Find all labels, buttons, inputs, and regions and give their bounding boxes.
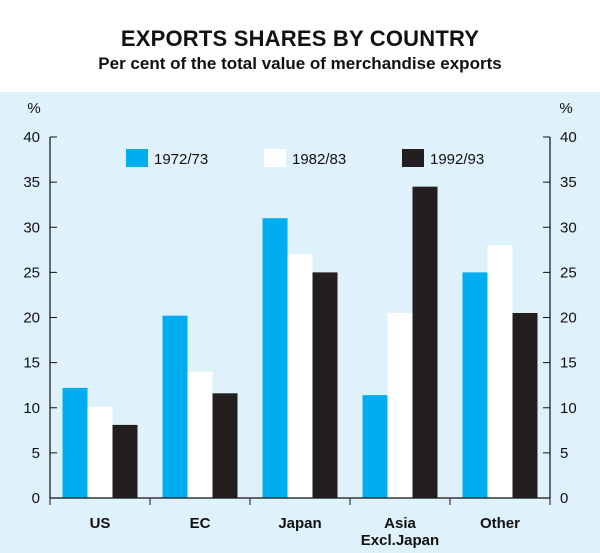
y-tick-label-left: 0 — [32, 490, 40, 507]
legend-swatch-1992-93 — [402, 149, 424, 167]
bar-1982-83-other — [487, 245, 513, 498]
bar-1992-93-us — [112, 424, 138, 498]
y-tick-label-left: 40 — [23, 129, 40, 146]
legend-label: 1972/73 — [154, 151, 208, 168]
chart-title: EXPORTS SHARES BY COUNTRY — [120, 26, 480, 51]
bar-1972-73-japan — [262, 218, 288, 498]
y-tick-label-right: 0 — [560, 490, 568, 507]
bar-1992-93-other — [512, 312, 538, 498]
x-tick-label: Other — [480, 515, 520, 532]
legend-swatch-1982-83 — [264, 149, 286, 167]
bar-1982-83-japan — [287, 254, 313, 498]
bar-1982-83-us — [87, 406, 113, 498]
y-tick-label-right: 10 — [560, 400, 577, 417]
bar-1992-93-ec — [212, 393, 238, 498]
bar-1972-73-ec — [162, 315, 188, 498]
y-axis-unit-right: % — [559, 100, 572, 117]
y-tick-label-right: 30 — [560, 219, 577, 236]
y-tick-label-left: 10 — [23, 400, 40, 417]
bar-1982-83-asia — [387, 312, 413, 498]
x-tick-label: Asia — [384, 515, 416, 532]
y-tick-label-right: 40 — [560, 129, 577, 146]
x-tick-label: Japan — [278, 515, 321, 532]
y-tick-label-right: 25 — [560, 264, 577, 281]
y-axis-unit-left: % — [27, 100, 40, 117]
bar-1992-93-asia — [412, 186, 438, 498]
y-tick-label-left: 25 — [23, 264, 40, 281]
bar-1972-73-other — [462, 272, 488, 498]
y-tick-label-left: 20 — [23, 310, 40, 327]
y-tick-label-left: 30 — [23, 219, 40, 236]
x-tick-label: EC — [190, 515, 211, 532]
bar-1992-93-japan — [312, 272, 338, 498]
y-tick-label-right: 5 — [560, 445, 568, 462]
y-tick-label-left: 15 — [23, 355, 40, 372]
bar-1982-83-ec — [187, 371, 213, 498]
legend-swatch-1972-73 — [126, 149, 148, 167]
y-tick-label-right: 20 — [560, 310, 577, 327]
legend-label: 1982/83 — [292, 151, 346, 168]
x-tick-label: Excl.Japan — [361, 532, 439, 549]
y-tick-label-left: 5 — [32, 445, 40, 462]
chart-subtitle: Per cent of the total value of merchandi… — [98, 54, 502, 73]
y-tick-label-left: 35 — [23, 174, 40, 191]
y-tick-label-right: 15 — [560, 355, 577, 372]
y-tick-label-right: 35 — [560, 174, 577, 191]
bar-1972-73-us — [62, 387, 88, 498]
bar-1972-73-asia — [362, 395, 388, 498]
x-tick-label: US — [90, 515, 111, 532]
legend-label: 1992/93 — [430, 151, 484, 168]
